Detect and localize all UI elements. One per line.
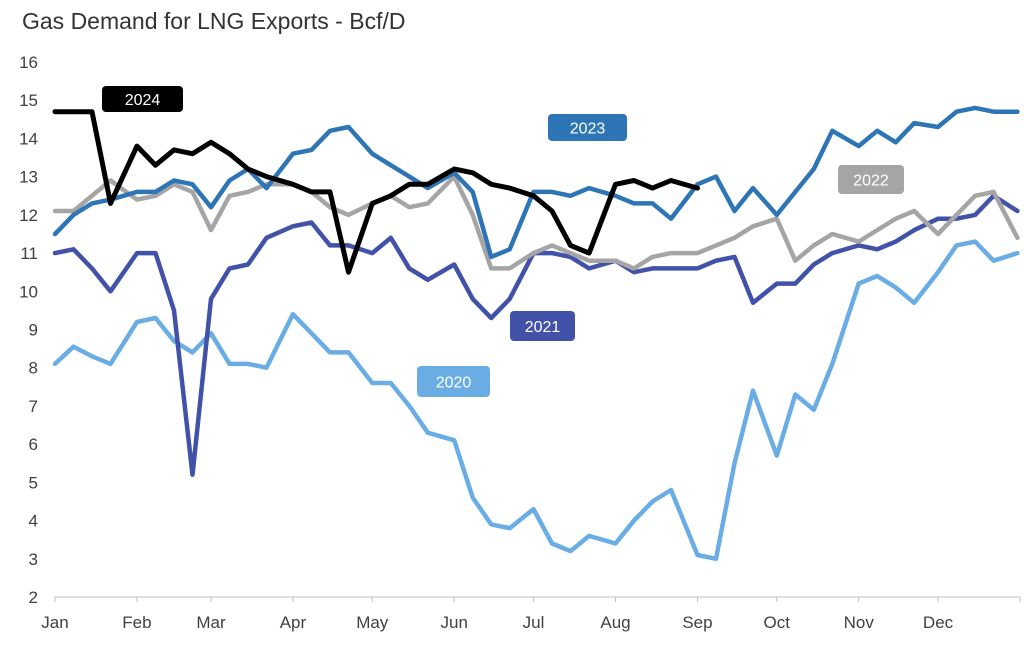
- y-tick-label: 15: [19, 91, 38, 110]
- y-tick-label: 11: [20, 244, 38, 263]
- series-label-2021: 2021: [525, 319, 561, 336]
- y-tick-label: 3: [29, 550, 38, 569]
- y-tick-label: 2: [29, 588, 38, 607]
- x-tick-label: Sep: [682, 613, 712, 632]
- x-tick-label: Jun: [441, 613, 468, 632]
- series-line-2023: [52, 105, 1020, 260]
- series-line-2020: [52, 239, 1020, 562]
- series-label-2023: 2023: [570, 121, 606, 138]
- y-tick-label: 10: [19, 282, 38, 301]
- series-label-box-2022: [838, 165, 904, 194]
- x-tick-label: Jul: [523, 613, 545, 632]
- series-label-box-2020: [417, 366, 490, 397]
- x-tick-label: Aug: [600, 613, 630, 632]
- x-tick-label: Mar: [196, 613, 226, 632]
- x-tick-label: Apr: [280, 613, 307, 632]
- series-label-box-2021: [510, 311, 575, 341]
- x-tick-label: Feb: [122, 613, 151, 632]
- series-label-2020: 2020: [436, 375, 472, 392]
- y-tick-label: 14: [19, 129, 38, 148]
- y-tick-label: 5: [29, 473, 38, 492]
- series-label-2024: 2024: [125, 92, 161, 109]
- y-tick-label: 4: [29, 512, 38, 531]
- y-tick-label: 8: [29, 359, 38, 378]
- series-line-2024: [52, 109, 700, 275]
- series-label-box-2023: [548, 114, 627, 141]
- chart-title: Gas Demand for LNG Exports - Bcf/D: [22, 8, 406, 34]
- x-tick-label: Oct: [764, 613, 791, 632]
- y-tick-label: 16: [19, 53, 38, 72]
- series-label-2022: 2022: [853, 173, 889, 190]
- x-tick-label: Jan: [41, 613, 68, 632]
- series-line-2022: [52, 174, 1020, 271]
- y-tick-label: 9: [29, 321, 38, 340]
- y-tick-label: 7: [29, 397, 38, 416]
- x-tick-label: Nov: [844, 613, 875, 632]
- y-tick-label: 13: [19, 168, 38, 187]
- x-tick-label: Dec: [923, 613, 954, 632]
- y-tick-label: 12: [19, 206, 38, 225]
- x-tick-label: May: [356, 613, 389, 632]
- y-tick-label: 6: [29, 435, 38, 454]
- series-label-box-2024: [102, 86, 183, 112]
